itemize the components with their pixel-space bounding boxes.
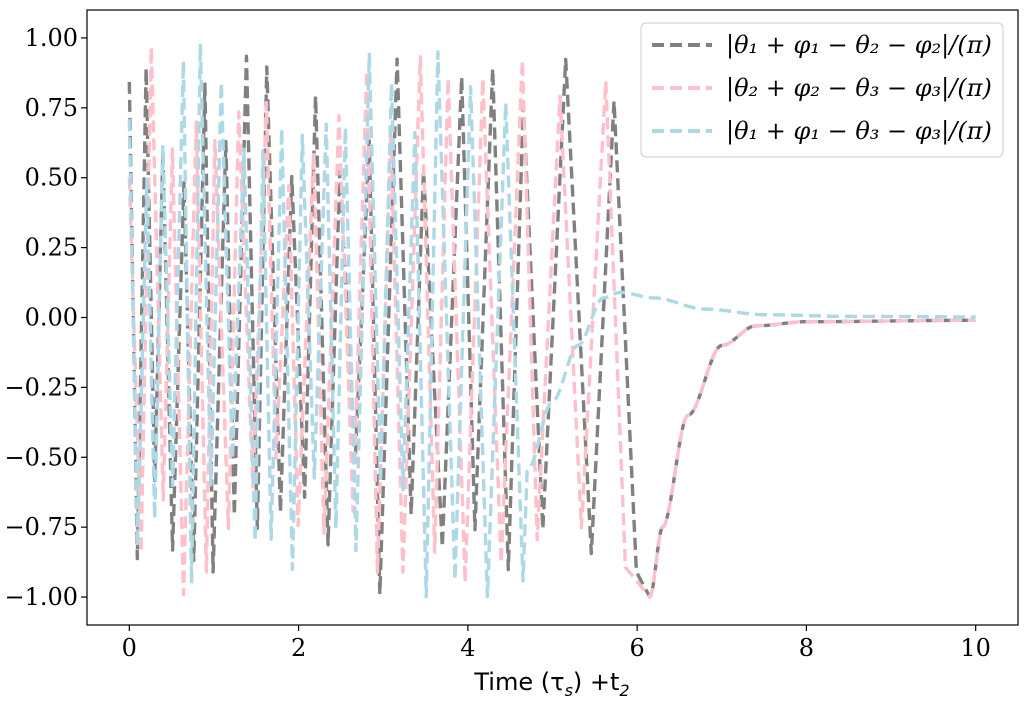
y-axis: 1.00 0.75 0.50 0.25 0.00 −0.25 −0.50 −0.75 −1.00 <box>4 24 87 611</box>
y-tick-label: −0.75 <box>4 513 78 541</box>
x-axis-title-sub2: 2 <box>619 681 629 700</box>
legend-label-3: |θ₁ + φ₁ − θ₃ − φ₃|/(π) <box>726 117 992 146</box>
y-tick-label: 0.00 <box>25 304 78 332</box>
x-axis-title-mid: ) +t <box>573 668 620 696</box>
y-tick-label: 0.75 <box>25 94 78 122</box>
x-tick-label: 10 <box>960 634 991 662</box>
y-tick-label: −0.50 <box>4 443 78 471</box>
x-axis-title-sub1: s <box>565 681 573 700</box>
x-tick-label: 2 <box>291 634 306 662</box>
y-tick-label: 0.50 <box>25 164 78 192</box>
series-line-2 <box>127 45 976 599</box>
legend-label-1: |θ₁ + φ₁ − θ₂ − φ₂|/(π) <box>726 31 992 60</box>
x-axis-title-base: Time (τ <box>473 668 564 696</box>
x-tick-label: 6 <box>629 634 644 662</box>
series-line-1 <box>127 54 976 599</box>
y-tick-label: 0.25 <box>25 234 78 262</box>
x-tick-label: 8 <box>799 634 814 662</box>
x-tick-label: 4 <box>460 634 475 662</box>
y-tick-label: −1.00 <box>4 583 78 611</box>
y-tick-label: −0.25 <box>4 373 78 401</box>
series-line-3 <box>127 41 976 599</box>
legend-label-2: |θ₂ + φ₂ − θ₃ − φ₃|/(π) <box>726 74 992 103</box>
x-axis-title: Time (τs) +t2 <box>473 668 629 700</box>
legend: |θ₁ + φ₁ − θ₂ − φ₂|/(π) |θ₂ + φ₂ − θ₃ − φ… <box>640 22 1004 158</box>
x-tick-label: 0 <box>122 634 137 662</box>
series-layer <box>127 41 976 599</box>
y-tick-label: 1.00 <box>25 24 78 52</box>
x-axis: 0 2 4 6 8 10 <box>122 625 991 662</box>
legend-box <box>640 22 1004 158</box>
